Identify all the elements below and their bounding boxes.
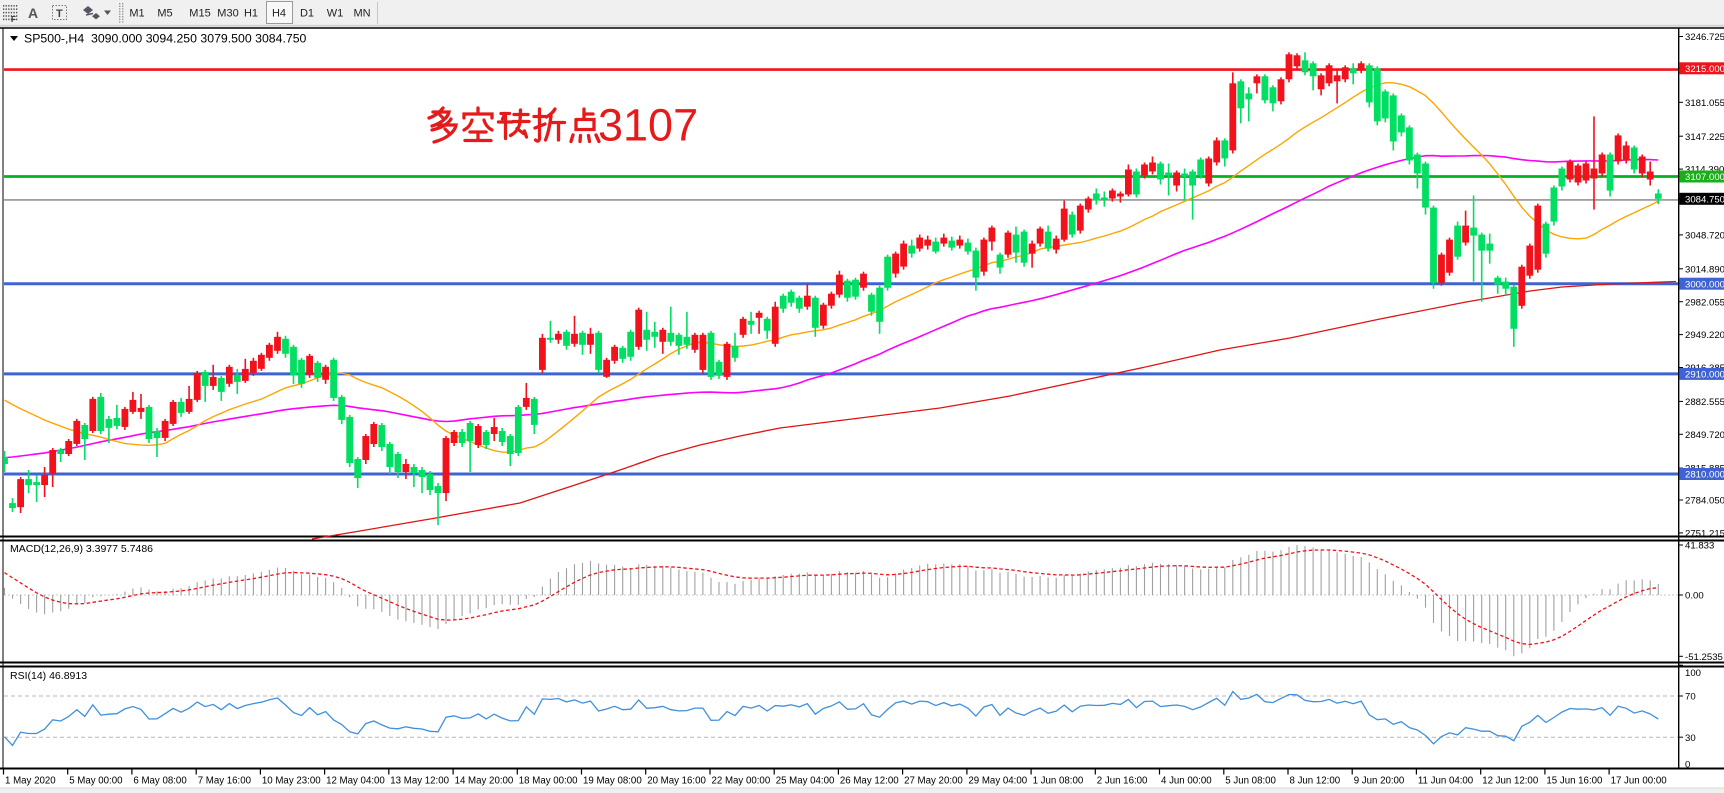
svg-text:3014.890: 3014.890 <box>1685 264 1724 275</box>
svg-text:1 May 2020: 1 May 2020 <box>5 776 56 787</box>
svg-text:3107: 3107 <box>598 100 698 151</box>
svg-text:SP500-,H4 3090.000 3094.250 3: SP500-,H4 3090.000 3094.250 3079.500 308… <box>24 32 307 46</box>
svg-text:12 Jun 12:00: 12 Jun 12:00 <box>1482 776 1539 787</box>
svg-text:M5: M5 <box>157 8 172 20</box>
svg-text:2982.055: 2982.055 <box>1685 297 1724 308</box>
svg-text:17 Jun 00:00: 17 Jun 00:00 <box>1611 776 1668 787</box>
svg-text:41.833: 41.833 <box>1685 541 1714 552</box>
svg-text:M30: M30 <box>217 8 238 20</box>
svg-text:H1: H1 <box>244 8 258 20</box>
svg-text:19 May 08:00: 19 May 08:00 <box>583 776 642 787</box>
svg-text:1 Jun 08:00: 1 Jun 08:00 <box>1033 776 1084 787</box>
svg-text:6 May 08:00: 6 May 08:00 <box>133 776 187 787</box>
svg-text:M15: M15 <box>189 8 210 20</box>
svg-text:A: A <box>28 5 38 21</box>
svg-text:9 Jun 20:00: 9 Jun 20:00 <box>1354 776 1405 787</box>
svg-text:2882.555: 2882.555 <box>1685 397 1724 408</box>
svg-text:15 Jun 16:00: 15 Jun 16:00 <box>1546 776 1603 787</box>
svg-text:4 Jun 00:00: 4 Jun 00:00 <box>1161 776 1212 787</box>
svg-text:27 May 20:00: 27 May 20:00 <box>904 776 963 787</box>
svg-text:3246.725: 3246.725 <box>1685 32 1724 43</box>
svg-text:14 May 20:00: 14 May 20:00 <box>455 776 514 787</box>
svg-text:13 May 12:00: 13 May 12:00 <box>390 776 449 787</box>
svg-text:RSI(14) 46.8913: RSI(14) 46.8913 <box>10 670 87 682</box>
svg-text:70: 70 <box>1685 692 1696 703</box>
svg-text:29 May 04:00: 29 May 04:00 <box>968 776 1027 787</box>
svg-text:2849.720: 2849.720 <box>1685 430 1724 441</box>
svg-text:3084.750: 3084.750 <box>1685 194 1724 205</box>
svg-text:W1: W1 <box>327 8 344 20</box>
svg-text:3114.390: 3114.390 <box>1685 165 1724 176</box>
svg-text:8 Jun 12:00: 8 Jun 12:00 <box>1290 776 1341 787</box>
svg-text:2784.050: 2784.050 <box>1685 496 1724 507</box>
svg-text:3215.000: 3215.000 <box>1685 64 1724 75</box>
svg-text:11 Jun 04:00: 11 Jun 04:00 <box>1418 776 1474 787</box>
svg-text:2949.220: 2949.220 <box>1685 330 1724 341</box>
svg-text:0.00: 0.00 <box>1685 591 1704 602</box>
svg-text:22 May 00:00: 22 May 00:00 <box>712 776 771 787</box>
svg-text:MACD(12,26,9) 3.3977 5.7486: MACD(12,26,9) 3.3977 5.7486 <box>10 543 153 555</box>
svg-text:3107.000: 3107.000 <box>1685 172 1724 183</box>
svg-text:T: T <box>56 8 63 20</box>
svg-text:-51.2535: -51.2535 <box>1685 652 1723 663</box>
svg-text:26 May 12:00: 26 May 12:00 <box>840 776 899 787</box>
svg-text:20 May 16:00: 20 May 16:00 <box>647 776 706 787</box>
svg-text:3048.720: 3048.720 <box>1685 231 1724 242</box>
svg-text:2 Jun 16:00: 2 Jun 16:00 <box>1097 776 1148 787</box>
svg-text:H4: H4 <box>272 8 286 20</box>
svg-text:18 May 00:00: 18 May 00:00 <box>519 776 578 787</box>
svg-text:5 Jun 08:00: 5 Jun 08:00 <box>1225 776 1276 787</box>
svg-text:3181.055: 3181.055 <box>1685 98 1724 109</box>
svg-text:30: 30 <box>1685 733 1696 744</box>
svg-text:12 May 04:00: 12 May 04:00 <box>326 776 385 787</box>
svg-text:M1: M1 <box>129 8 144 20</box>
svg-text:2910.000: 2910.000 <box>1685 370 1724 381</box>
svg-text:10 May 23:00: 10 May 23:00 <box>262 776 321 787</box>
svg-text:MN: MN <box>353 8 370 20</box>
svg-text:2751.215: 2751.215 <box>1685 529 1724 540</box>
svg-text:100: 100 <box>1685 668 1701 679</box>
svg-text:3147.225: 3147.225 <box>1685 132 1724 143</box>
svg-text:3000.000: 3000.000 <box>1685 279 1724 290</box>
svg-text:D1: D1 <box>300 8 314 20</box>
svg-text:7 May 16:00: 7 May 16:00 <box>198 776 252 787</box>
svg-text:F: F <box>11 15 16 24</box>
svg-text:5 May 00:00: 5 May 00:00 <box>69 776 123 787</box>
svg-text:2810.000: 2810.000 <box>1685 470 1724 481</box>
svg-text:0: 0 <box>1685 759 1690 770</box>
svg-text:25 May 04:00: 25 May 04:00 <box>776 776 835 787</box>
